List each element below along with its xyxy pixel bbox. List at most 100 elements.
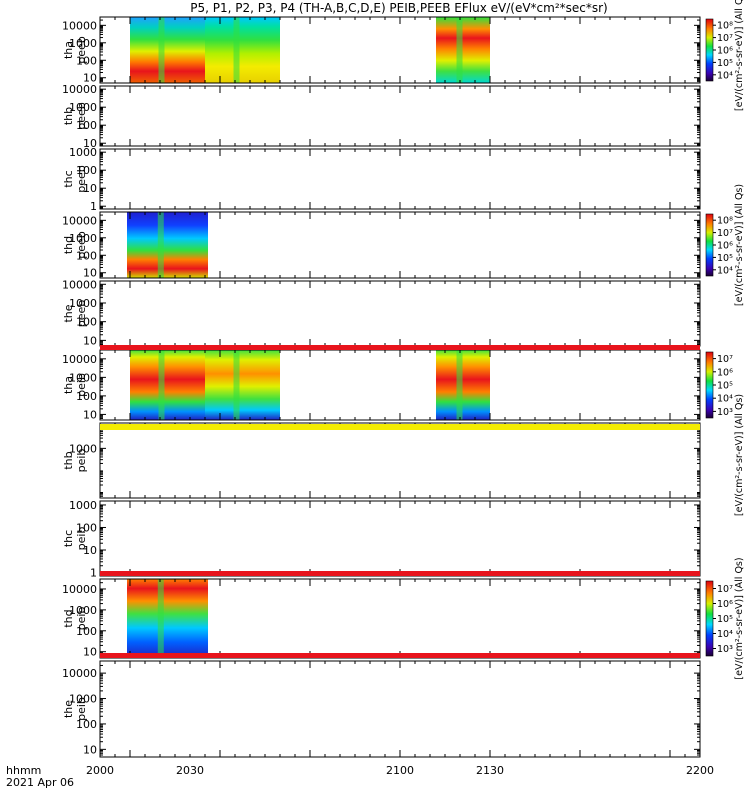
y-tick-label: 10 [83, 72, 97, 85]
spectrogram-streak [233, 17, 240, 83]
spectrogram-block [436, 17, 490, 83]
panel-label-probe: thc [62, 170, 75, 187]
colorbar-tick-label: 10⁶ [717, 241, 733, 252]
colorbar-tick-label: 10⁴ [717, 629, 733, 640]
y-tick-label: 10 [83, 182, 97, 195]
panel-label-product: peib [75, 697, 88, 721]
y-tick-label: 1 [90, 567, 97, 580]
panel-label-product: peib [75, 449, 88, 473]
spectrogram-block [436, 350, 490, 420]
x-tick-label: 2000 [86, 764, 114, 777]
spectrogram-block [205, 350, 280, 420]
panel-the-peeb: 10 100 1000 10000 the peeb [62, 278, 701, 347]
colorbar-label: [eV/(cm²-s-sr-eV)] (All Qs) [734, 557, 745, 679]
y-tick-label: 10 [83, 544, 97, 557]
colorbar-label: [eV/(cm²-s-sr-eV)] (All Qs) [734, 0, 745, 111]
colorbar-tick-label: 10⁶ [717, 599, 733, 610]
panel-frame [99, 422, 701, 499]
colorbar-tick-label: 10⁷ [717, 354, 733, 365]
panel-label-probe: thd [62, 609, 75, 627]
panel-label-product: peib [75, 607, 88, 631]
colorbar-tick-label: 10⁶ [717, 46, 733, 57]
y-tick-label: 10000 [62, 583, 97, 596]
y-tick-label: 10000 [62, 83, 97, 96]
footer-time-format: hhmm [6, 764, 41, 777]
y-tick-label: 1000 [69, 693, 97, 706]
y-tick-label: 1 [90, 200, 97, 213]
x-tick-label: 2100 [386, 764, 414, 777]
colorbar-tick-label: 10⁴ [717, 394, 733, 405]
y-tick-label: 10 [83, 646, 97, 659]
y-tick-label: 1000 [69, 232, 97, 245]
spectrogram-streak [157, 212, 164, 278]
panel-frame [99, 660, 701, 758]
panel-frame [99, 280, 701, 347]
panel-label-probe: thb [62, 107, 75, 125]
spectrogram-block [127, 212, 208, 278]
y-tick-label: 1000 [69, 442, 97, 455]
colorbar-tick-label: 10⁵ [717, 381, 733, 392]
panel-label-product: peeb [75, 102, 88, 130]
y-tick-label: 100 [76, 625, 97, 638]
colorbar-tick-label: 10⁶ [717, 367, 733, 378]
colorbar [705, 18, 714, 82]
colorbar-tick-label: 10⁷ [717, 228, 733, 239]
y-tick-label: 100 [76, 54, 97, 67]
spectrogram-block [130, 350, 205, 420]
panel-label-product: peeb [75, 231, 88, 259]
y-tick-label: 10 [83, 267, 97, 280]
y-tick-label: 1000 [69, 146, 97, 159]
y-tick-label: 100 [76, 164, 97, 177]
panel-label-product: peeb [75, 165, 88, 193]
panel-label-product: peeb [75, 36, 88, 64]
spectrogram-streak [158, 350, 165, 420]
colorbar-tick-label: 10⁴ [717, 265, 733, 276]
colorbar [705, 351, 714, 419]
x-tick-label: 2200 [686, 764, 714, 777]
panel-frame [99, 500, 701, 577]
y-tick-label: 10 [83, 743, 97, 756]
spectrogram-streak [158, 17, 165, 83]
quality-flag-bar-red [100, 345, 700, 350]
y-tick-label: 100 [76, 521, 97, 534]
colorbar-tick-label: 10⁵ [717, 614, 733, 625]
colorbar [705, 580, 714, 657]
y-tick-label: 100 [76, 119, 97, 132]
x-tick-label: 2130 [476, 764, 504, 777]
panel-thc-peeb: 1 10 100 1000 thc peeb [62, 146, 701, 213]
colorbar-tick-label: 10⁷ [717, 584, 733, 595]
colorbar-tick-label: 10³ [717, 407, 733, 418]
colorbar-tick-label: 10⁵ [717, 58, 733, 69]
y-tick-label: 10 [83, 334, 97, 347]
panel-thc-peib: 1 10 100 1000 thc peib [62, 499, 701, 580]
y-tick-label: 1000 [69, 101, 97, 114]
spectrogram-block [127, 579, 208, 658]
panel-label-probe: thb [62, 451, 75, 469]
y-tick-label: 10000 [62, 667, 97, 680]
quality-flag-bar-yellow [100, 424, 700, 430]
panel-label-product: peib [75, 373, 88, 397]
colorbar-label: [eV/(cm²-s-sr-eV)] (All Qs) [734, 394, 745, 516]
colorbar-tick-label: 10⁴ [717, 70, 733, 81]
panel-label-probe: the [62, 700, 75, 718]
colorbar [705, 213, 714, 277]
colorbar-label: [eV/(cm²-s-sr-eV)] (All Qs) [734, 184, 745, 306]
panel-label-probe: tha [62, 376, 75, 394]
panel-thb-peeb: 10 100 1000 10000 thb peeb [62, 83, 701, 150]
y-tick-label: 1000 [69, 37, 97, 50]
footer-date: 2021 Apr 06 [6, 776, 74, 789]
panel-label-probe: thc [62, 530, 75, 547]
panel-frame [99, 148, 701, 210]
y-tick-label: 1000 [69, 499, 97, 512]
y-tick-label: 10 [83, 408, 97, 421]
y-tick-label: 100 [76, 718, 97, 731]
y-tick-label: 10000 [62, 214, 97, 227]
y-tick-label: 10000 [62, 353, 97, 366]
colorbar-tick-label: 10⁸ [717, 21, 733, 32]
y-tick-label: 1000 [69, 604, 97, 617]
spectrogram-streak [157, 579, 164, 658]
